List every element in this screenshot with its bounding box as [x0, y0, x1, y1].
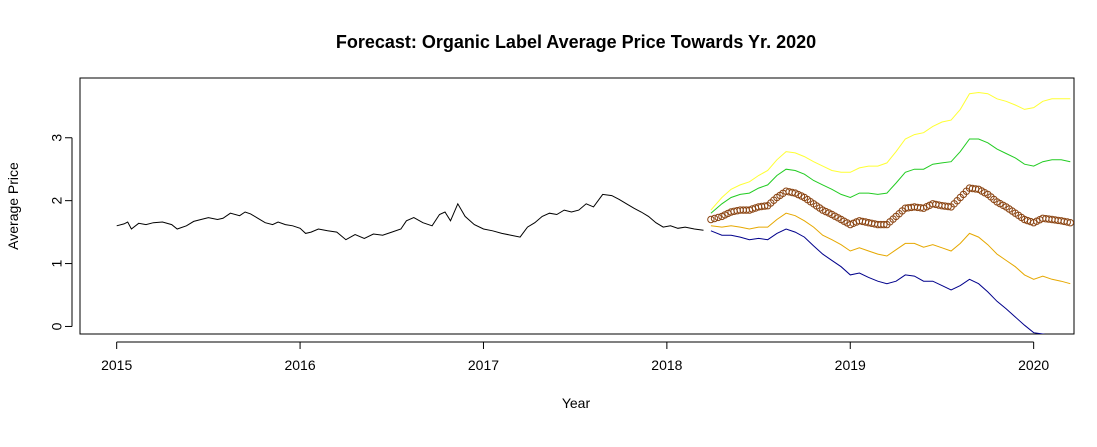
y-axis: 0 1 2 3 [49, 134, 73, 330]
y-axis-label: Average Price [5, 162, 21, 250]
x-tick-label: 2019 [835, 357, 866, 373]
forecast-point [714, 213, 722, 222]
series-line-history [116, 193, 704, 241]
series-line-upper95 [710, 91, 1071, 211]
y-tick-label: 1 [49, 259, 65, 267]
y-tick-label: 0 [49, 322, 65, 330]
series-line-upper80 [710, 138, 1071, 214]
forecast-point [944, 202, 952, 211]
forecast-point [710, 214, 719, 223]
plot-frame [79, 77, 1075, 335]
series-layer [116, 91, 1074, 334]
forecast-point [707, 215, 715, 224]
forecast-point [1066, 219, 1074, 227]
y-tick-label: 3 [49, 134, 65, 142]
series-line-lower95 [710, 228, 1046, 334]
chart-title: Forecast: Organic Label Average Price To… [336, 32, 816, 52]
x-tick-label: 2016 [284, 357, 315, 373]
x-tick-label: 2015 [101, 357, 132, 373]
forecast-point [761, 202, 769, 210]
y-tick-label: 2 [49, 197, 65, 205]
x-tick-label: 2020 [1018, 357, 1049, 373]
series-line-lower80 [710, 212, 1071, 285]
x-tick-label: 2017 [468, 357, 499, 373]
x-tick-label: 2018 [651, 357, 682, 373]
x-axis-label: Year [562, 395, 591, 411]
x-axis: 2015 2016 2017 2018 2019 2020 [101, 341, 1049, 373]
forecast-point [1063, 218, 1072, 226]
forecast-point [880, 220, 888, 229]
